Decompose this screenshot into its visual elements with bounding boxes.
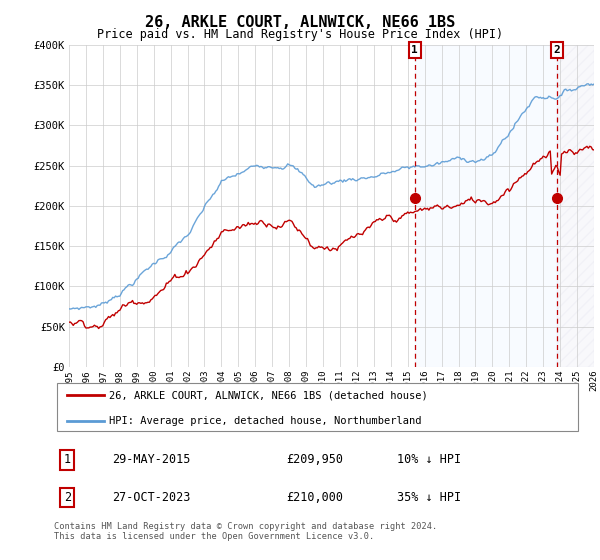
Text: 1: 1 — [64, 453, 71, 466]
Text: 29-MAY-2015: 29-MAY-2015 — [112, 453, 190, 466]
FancyBboxPatch shape — [56, 384, 578, 431]
Text: 35% ↓ HPI: 35% ↓ HPI — [397, 491, 461, 504]
Text: 1: 1 — [412, 45, 418, 55]
Text: 27-OCT-2023: 27-OCT-2023 — [112, 491, 190, 504]
Text: Price paid vs. HM Land Registry's House Price Index (HPI): Price paid vs. HM Land Registry's House … — [97, 28, 503, 41]
Text: £209,950: £209,950 — [286, 453, 343, 466]
Text: 10% ↓ HPI: 10% ↓ HPI — [397, 453, 461, 466]
Text: 2: 2 — [554, 45, 560, 55]
Text: Contains HM Land Registry data © Crown copyright and database right 2024.
This d: Contains HM Land Registry data © Crown c… — [54, 522, 437, 542]
Text: 26, ARKLE COURT, ALNWICK, NE66 1BS (detached house): 26, ARKLE COURT, ALNWICK, NE66 1BS (deta… — [109, 390, 428, 400]
Text: 26, ARKLE COURT, ALNWICK, NE66 1BS: 26, ARKLE COURT, ALNWICK, NE66 1BS — [145, 15, 455, 30]
Text: 2: 2 — [64, 491, 71, 504]
Bar — [557, 45, 594, 367]
Text: HPI: Average price, detached house, Northumberland: HPI: Average price, detached house, Nort… — [109, 416, 422, 426]
Text: £210,000: £210,000 — [286, 491, 343, 504]
Bar — [415, 45, 557, 367]
